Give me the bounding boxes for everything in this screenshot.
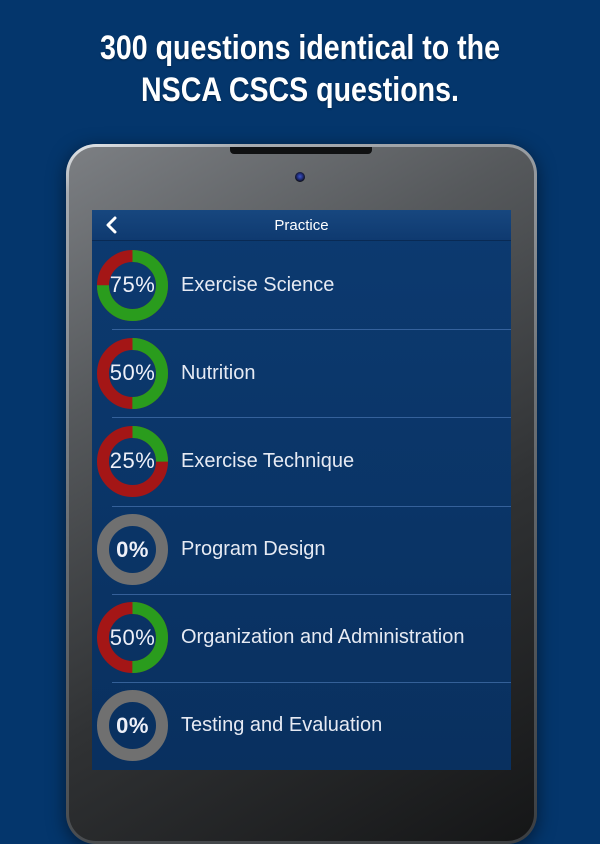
- percent-label: 0%: [116, 712, 149, 738]
- item-label: Program Design: [181, 538, 326, 561]
- row-divider: [112, 505, 511, 507]
- speaker-slot-icon: [230, 147, 372, 154]
- chevron-left-icon: [106, 216, 116, 234]
- row-divider: [112, 329, 511, 331]
- headline-line-2: NSCA CSCS questions.: [141, 71, 459, 109]
- ring-base: [97, 514, 168, 586]
- donut-svg: [97, 690, 168, 762]
- percent-label: 75%: [109, 272, 156, 298]
- progress-donut-chart: 25%: [97, 425, 168, 497]
- donut-svg: [97, 602, 168, 674]
- percent-label: 25%: [109, 448, 156, 474]
- tablet-bezel: Practice 75% Exercise Science 50% Nutrit…: [69, 147, 534, 841]
- donut-svg: [97, 425, 168, 497]
- ring-arc: [97, 602, 168, 674]
- front-camera-icon: [295, 172, 305, 182]
- item-label: Nutrition: [181, 361, 256, 384]
- percent-label: 50%: [109, 360, 156, 386]
- donut-svg: [97, 337, 168, 409]
- donut-svg: [97, 514, 168, 586]
- percent-label: 0%: [116, 536, 149, 562]
- progress-donut-chart: 0%: [97, 690, 168, 762]
- ring-arc: [97, 425, 168, 497]
- row-divider: [112, 593, 511, 595]
- percent-label: 50%: [109, 624, 156, 650]
- item-label: Organization and Administration: [181, 626, 465, 649]
- list-item[interactable]: 25% Exercise Technique: [92, 417, 511, 505]
- list-item[interactable]: 0% Testing and Evaluation: [92, 681, 511, 770]
- navbar-title: Practice: [274, 216, 329, 234]
- row-divider: [112, 417, 511, 419]
- ring-arc: [97, 337, 168, 409]
- item-label: Testing and Evaluation: [181, 714, 383, 737]
- ring-base: [97, 690, 168, 762]
- list-item[interactable]: 75% Exercise Science: [92, 241, 511, 329]
- progress-donut-chart: 50%: [97, 602, 168, 674]
- headline-line-1: 300 questions identical to the: [100, 29, 500, 67]
- navbar: Practice: [92, 210, 511, 241]
- app-screen: Practice 75% Exercise Science 50% Nutrit…: [92, 210, 511, 770]
- ring-arc: [97, 249, 168, 321]
- progress-donut-chart: 0%: [97, 514, 168, 586]
- list-item[interactable]: 50% Nutrition: [92, 329, 511, 417]
- back-button[interactable]: [100, 210, 122, 240]
- tablet-frame: Practice 75% Exercise Science 50% Nutrit…: [66, 144, 537, 844]
- row-divider: [112, 681, 511, 683]
- list-item[interactable]: 0% Program Design: [92, 505, 511, 594]
- item-label: Exercise Technique: [181, 449, 355, 472]
- progress-donut-chart: 75%: [97, 249, 168, 321]
- item-label: Exercise Science: [181, 273, 335, 296]
- headline: 300 questions identical to the NSCA CSCS…: [48, 27, 552, 111]
- progress-donut-chart: 50%: [97, 337, 168, 409]
- donut-svg: [97, 249, 168, 321]
- list-item[interactable]: 50% Organization and Administration: [92, 593, 511, 682]
- practice-list: 75% Exercise Science 50% Nutrition 25% E…: [92, 241, 511, 770]
